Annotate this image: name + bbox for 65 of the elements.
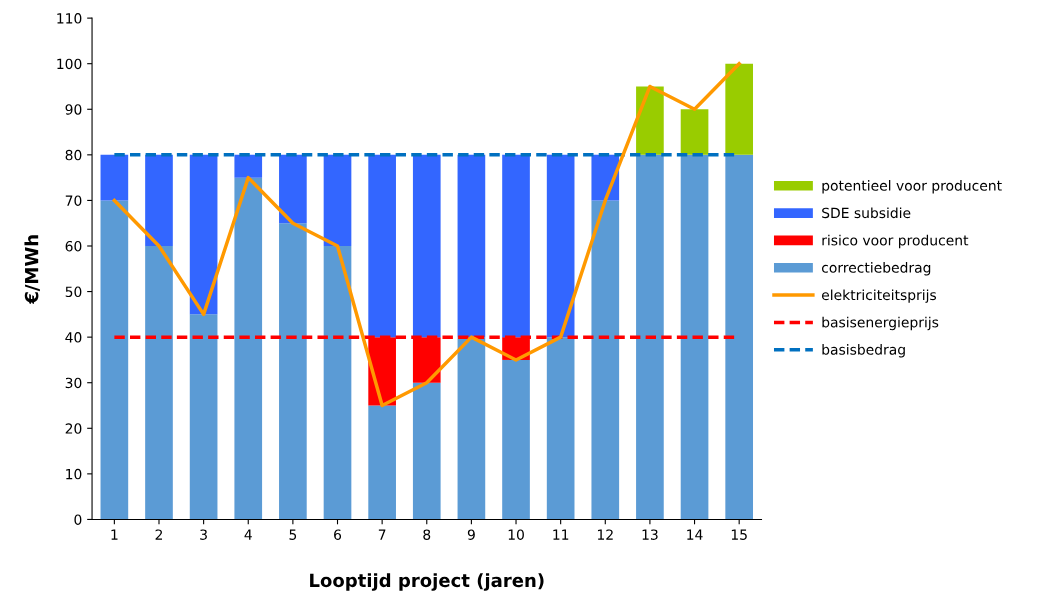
x-tick-label: 9 <box>467 529 475 540</box>
y-tick-label: 60 <box>65 240 82 252</box>
x-tick-label: 4 <box>244 529 252 540</box>
y-tick-label: 70 <box>65 195 82 206</box>
x-tick-label: 12 <box>597 529 613 540</box>
y-tick-label: 20 <box>65 423 82 434</box>
bar <box>502 359 530 520</box>
y-axis-title: €/MWh <box>24 235 40 305</box>
bar <box>234 177 263 520</box>
bar <box>502 154 530 338</box>
bar <box>546 154 575 338</box>
x-tick-label: 11 <box>553 529 569 540</box>
y-tick-label: 100 <box>57 58 82 70</box>
legend-label: basisenergieprijs <box>822 316 939 331</box>
bar <box>234 154 263 178</box>
bar <box>323 154 352 246</box>
y-tick-label: 40 <box>65 332 82 343</box>
bar <box>680 154 709 520</box>
x-tick-label: 15 <box>731 529 747 540</box>
bar <box>368 405 396 520</box>
bar <box>412 154 441 338</box>
bar <box>457 154 486 338</box>
bar <box>457 337 486 520</box>
bar <box>189 154 218 315</box>
x-tick-label: 8 <box>423 529 431 540</box>
bar <box>546 337 575 520</box>
x-tick-label: 3 <box>200 529 207 540</box>
y-tick-label: 10 <box>66 468 82 480</box>
legend-label: SDE subsidie <box>822 207 911 219</box>
x-tick-label: 6 <box>334 529 342 540</box>
bar <box>189 314 218 520</box>
bar <box>145 154 173 246</box>
y-tick-label: 110 <box>57 13 82 24</box>
x-tick-label: 13 <box>642 529 658 540</box>
bar <box>100 154 129 201</box>
bar <box>680 109 709 155</box>
legend-label: basisbedrag <box>822 344 905 358</box>
x-tick-label: 14 <box>687 529 703 540</box>
y-tick-label: 0 <box>74 514 82 525</box>
x-tick-label: 5 <box>289 529 297 540</box>
legend-label: potentieel voor producent <box>822 180 1002 194</box>
y-tick-label: 50 <box>65 286 82 298</box>
x-axis-title: Looptijd project (jaren) <box>310 573 544 591</box>
bar <box>279 154 307 224</box>
bar <box>323 245 352 520</box>
x-tick-label: 10 <box>508 529 524 540</box>
legend-label: correctiebedrag <box>821 262 931 276</box>
x-tick-label: 7 <box>378 529 386 540</box>
y-tick-label: 30 <box>65 377 82 389</box>
bar <box>145 245 173 520</box>
x-tick-label: 2 <box>155 529 163 540</box>
y-tick-label: 80 <box>65 149 82 161</box>
legend-label: elektriciteitsprijs <box>821 289 937 303</box>
bar <box>725 63 754 155</box>
x-tick-label: 1 <box>111 529 118 540</box>
legend-label: risico voor producent <box>822 234 969 249</box>
bar <box>412 382 441 520</box>
bar <box>591 200 620 520</box>
bar <box>279 223 307 520</box>
bar <box>368 154 396 338</box>
bar <box>100 200 129 520</box>
y-tick-label: 90 <box>65 104 82 115</box>
bar <box>636 154 664 520</box>
line-series <box>112 61 741 408</box>
bar <box>725 154 754 520</box>
